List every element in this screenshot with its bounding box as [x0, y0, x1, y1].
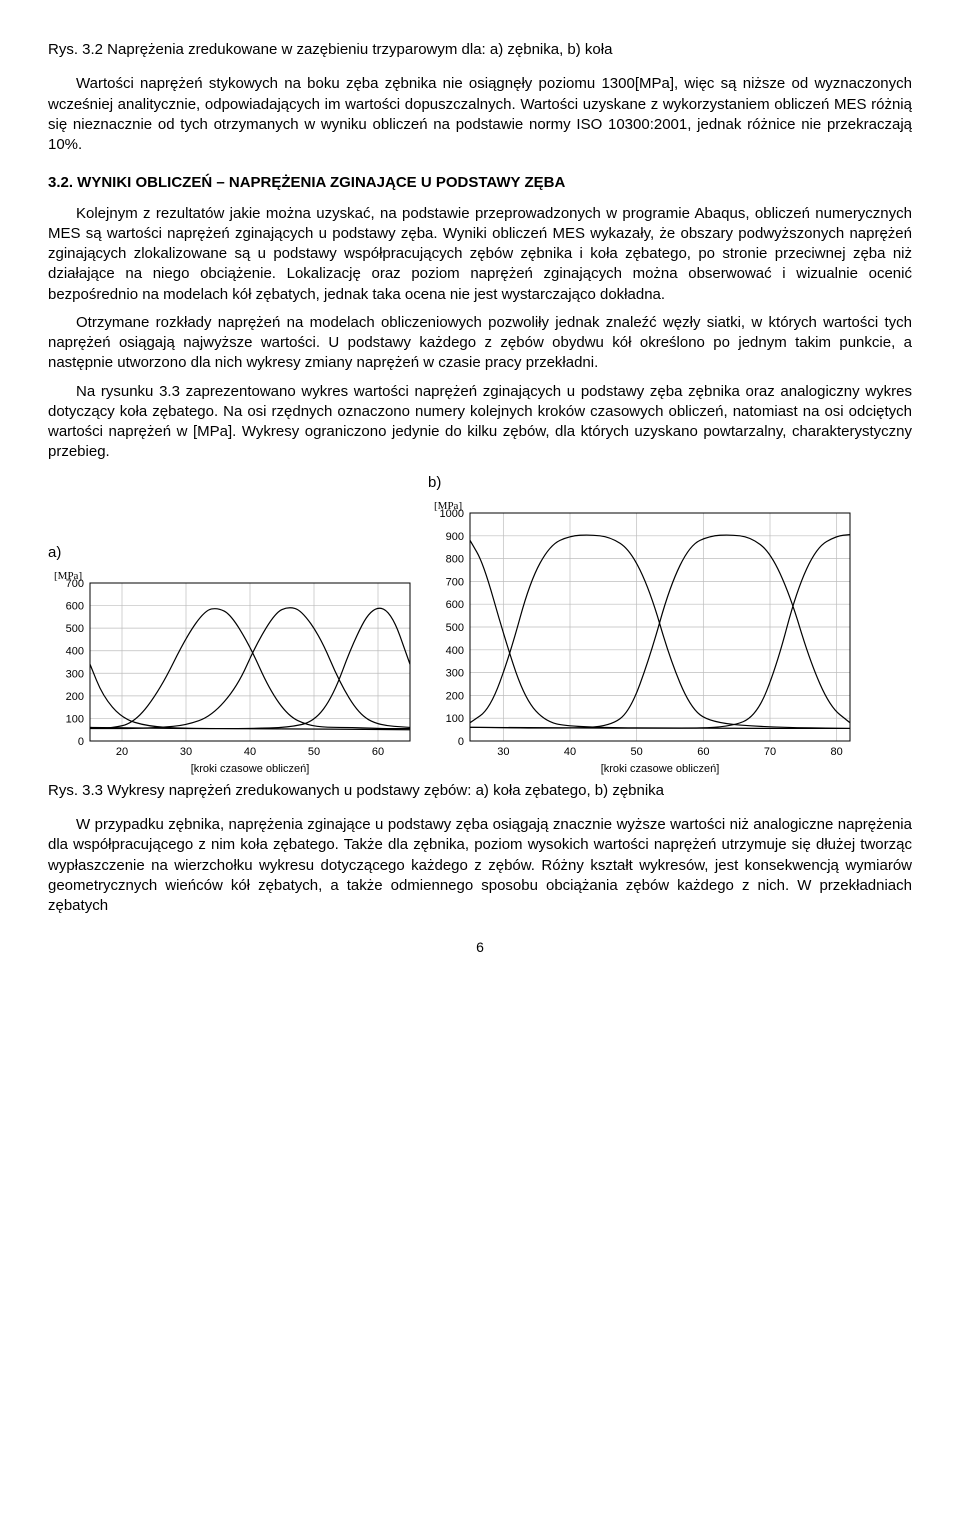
svg-text:80: 80 — [831, 746, 843, 758]
chart-a-svg: [MPa]01002003004005006007002030405060[kr… — [48, 565, 418, 775]
svg-text:400: 400 — [66, 645, 84, 657]
svg-text:400: 400 — [446, 645, 464, 657]
svg-text:[kroki czasowe obliczeń]: [kroki czasowe obliczeń] — [191, 763, 310, 775]
svg-text:600: 600 — [66, 600, 84, 612]
figure-3-3-caption: Rys. 3.3 Wykresy naprężeń zredukowanych … — [48, 781, 912, 801]
svg-text:30: 30 — [497, 746, 509, 758]
figure-3-2-caption: Rys. 3.2 Naprężenia zredukowane w zazębi… — [48, 40, 912, 60]
chart-b-label: b) — [428, 473, 858, 493]
svg-text:20: 20 — [116, 746, 128, 758]
svg-text:1000: 1000 — [440, 508, 464, 520]
svg-text:100: 100 — [446, 713, 464, 725]
svg-text:50: 50 — [308, 746, 320, 758]
chart-b-svg: [MPa]01002003004005006007008009001000304… — [428, 495, 858, 775]
svg-text:500: 500 — [66, 623, 84, 635]
svg-text:60: 60 — [697, 746, 709, 758]
chart-a-block: a) [MPa]01002003004005006007002030405060… — [48, 543, 418, 775]
section-3-2-title: 3.2. WYNIKI OBLICZEŃ – NAPRĘŻENIA ZGINAJ… — [48, 173, 912, 193]
svg-text:30: 30 — [180, 746, 192, 758]
svg-text:900: 900 — [446, 531, 464, 543]
paragraph-5: W przypadku zębnika, naprężenia zginając… — [48, 815, 912, 916]
paragraph-1: Wartości naprężeń stykowych na boku zęba… — [48, 74, 912, 155]
svg-text:700: 700 — [66, 578, 84, 590]
svg-text:500: 500 — [446, 622, 464, 634]
chart-a-label: a) — [48, 543, 418, 563]
svg-text:300: 300 — [446, 667, 464, 679]
svg-text:60: 60 — [372, 746, 384, 758]
paragraph-2: Kolejnym z rezultatów jakie można uzyska… — [48, 204, 912, 305]
svg-text:600: 600 — [446, 599, 464, 611]
page-number: 6 — [48, 938, 912, 957]
chart-b-block: b) [MPa]01002003004005006007008009001000… — [428, 473, 858, 775]
svg-text:50: 50 — [631, 746, 643, 758]
svg-text:70: 70 — [764, 746, 776, 758]
paragraph-3: Otrzymane rozkłady naprężeń na modelach … — [48, 313, 912, 374]
svg-text:200: 200 — [66, 691, 84, 703]
svg-text:[kroki czasowe obliczeń]: [kroki czasowe obliczeń] — [601, 763, 720, 775]
figure-3-3-charts: a) [MPa]01002003004005006007002030405060… — [48, 473, 912, 775]
svg-text:40: 40 — [564, 746, 576, 758]
paragraph-4: Na rysunku 3.3 zaprezentowano wykres war… — [48, 382, 912, 463]
svg-text:40: 40 — [244, 746, 256, 758]
svg-text:700: 700 — [446, 576, 464, 588]
svg-text:800: 800 — [446, 553, 464, 565]
svg-text:0: 0 — [78, 736, 84, 748]
svg-text:200: 200 — [446, 690, 464, 702]
svg-text:100: 100 — [66, 713, 84, 725]
svg-text:300: 300 — [66, 668, 84, 680]
svg-text:0: 0 — [458, 736, 464, 748]
